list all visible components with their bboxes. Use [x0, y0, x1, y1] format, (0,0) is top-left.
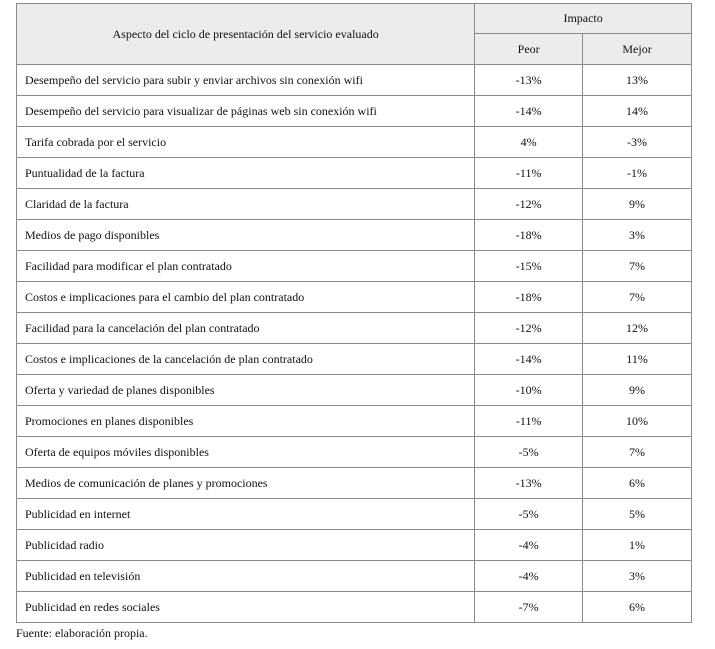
aspect-cell: Publicidad en televisión	[15, 560, 476, 592]
impact-cell: 12%	[582, 312, 692, 344]
table-row: Desempeño del servicio para subir y envi…	[15, 64, 692, 96]
impact-cell: -10%	[474, 374, 584, 406]
impact-cell: 14%	[582, 95, 692, 127]
aspect-cell: Publicidad en redes sociales	[15, 591, 476, 623]
impact-cell: 1%	[582, 529, 692, 561]
table-row: Tarifa cobrada por el servicio 4% -3%	[15, 126, 692, 158]
aspect-cell: Medios de pago disponibles	[15, 219, 476, 251]
source-note: Fuente: elaboración propia.	[16, 626, 148, 640]
table-row: Publicidad en internet -5% 5%	[15, 498, 692, 530]
impact-cell: -3%	[582, 126, 692, 158]
aspect-cell: Costos e implicaciones para el cambio de…	[15, 281, 476, 313]
table-row: Promociones en planes disponibles -11% 10%	[15, 405, 692, 437]
aspect-cell: Promociones en planes disponibles	[15, 405, 476, 437]
impact-cell: -5%	[474, 498, 584, 530]
aspect-cell: Publicidad en internet	[15, 498, 476, 530]
impact-cell: -5%	[474, 436, 584, 468]
impact-cell: -13%	[474, 467, 584, 499]
impact-cell: 6%	[582, 467, 692, 499]
impact-cell: -4%	[474, 529, 584, 561]
header-row: Aspecto del ciclo de presentación del se…	[15, 3, 692, 65]
impact-cell: 13%	[582, 64, 692, 96]
impact-cell: 6%	[582, 591, 692, 623]
header-row: Peor Mejor	[17, 33, 692, 65]
aspect-cell: Medios de comunicación de planes y promo…	[15, 467, 476, 499]
impact-cell: -13%	[474, 64, 584, 96]
impact-cell: -11%	[474, 157, 584, 189]
impact-cell: -12%	[474, 312, 584, 344]
table-row: Claridad de la factura -12% 9%	[15, 188, 692, 220]
impact-table: Aspecto del ciclo de presentación del se…	[15, 3, 692, 623]
table-row: Oferta y variedad de planes disponibles -…	[15, 374, 692, 406]
impact-cell: -11%	[474, 405, 584, 437]
aspect-cell: Oferta de equipos móviles disponibles	[15, 436, 476, 468]
impact-cell: 3%	[582, 560, 692, 592]
impact-cell: 9%	[582, 188, 692, 220]
header-cell: Mejor	[582, 33, 692, 65]
table-row: Publicidad radio -4% 1%	[15, 529, 692, 561]
impact-cell: -1%	[582, 157, 692, 189]
header-cell: Impacto	[474, 3, 692, 34]
table-body: Desempeño del servicio para subir y envi…	[15, 64, 692, 623]
header-cell: Peor	[474, 33, 584, 65]
aspect-cell: Facilidad para modificar el plan contrat…	[15, 250, 476, 282]
table-row: Facilidad para modificar el plan contrat…	[15, 250, 692, 282]
impact-cell: 3%	[582, 219, 692, 251]
table-row: Medios de comunicación de planes y promo…	[15, 467, 692, 499]
impact-cell: -18%	[474, 281, 584, 313]
table-row: Publicidad en televisión -4% 3%	[15, 560, 692, 592]
impact-cell: -14%	[474, 95, 584, 127]
impact-cell: 5%	[582, 498, 692, 530]
aspect-cell: Costos e implicaciones de la cancelación…	[15, 343, 476, 375]
aspect-cell: Claridad de la factura	[15, 188, 476, 220]
aspect-cell: Publicidad radio	[15, 529, 476, 561]
impact-cell: 4%	[474, 126, 584, 158]
aspect-cell: Facilidad para la cancelación del plan c…	[15, 312, 476, 344]
table-row: Puntualidad de la factura -11% -1%	[15, 157, 692, 189]
aspect-cell: Desempeño del servicio para subir y envi…	[15, 64, 476, 96]
impact-cell: -14%	[474, 343, 584, 375]
impact-cell: 9%	[582, 374, 692, 406]
header-cell: Aspecto del ciclo de presentación del se…	[15, 3, 476, 65]
impact-cell: 11%	[582, 343, 692, 375]
impact-cell: -7%	[474, 591, 584, 623]
table-row: Facilidad para la cancelación del plan c…	[15, 312, 692, 344]
aspect-cell: Puntualidad de la factura	[15, 157, 476, 189]
aspect-cell: Tarifa cobrada por el servicio	[15, 126, 476, 158]
impact-cell: 7%	[582, 436, 692, 468]
impact-cell: 10%	[582, 405, 692, 437]
impact-cell: -12%	[474, 188, 584, 220]
impact-cell: 7%	[582, 250, 692, 282]
impact-cell: -15%	[474, 250, 584, 282]
table-row: Desempeño del servicio para visualizar d…	[15, 95, 692, 127]
impact-cell: -18%	[474, 219, 584, 251]
impact-cell: -4%	[474, 560, 584, 592]
table-row: Medios de pago disponibles -18% 3%	[15, 219, 692, 251]
table-row: Publicidad en redes sociales -7% 6%	[15, 591, 692, 623]
aspect-cell: Oferta y variedad de planes disponibles	[15, 374, 476, 406]
table-row: Costos e implicaciones para el cambio de…	[15, 281, 692, 313]
aspect-cell: Desempeño del servicio para visualizar d…	[15, 95, 476, 127]
table-row: Costos e implicaciones de la cancelación…	[15, 343, 692, 375]
table-row: Oferta de equipos móviles disponibles -5%…	[15, 436, 692, 468]
impact-cell: 7%	[582, 281, 692, 313]
